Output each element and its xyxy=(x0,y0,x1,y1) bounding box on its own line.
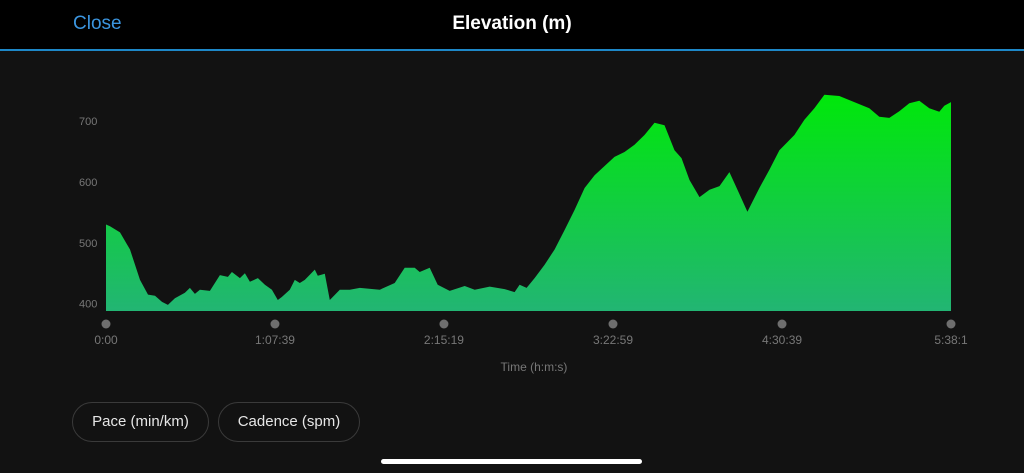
x-axis-label: Time (h:m:s) xyxy=(501,360,568,374)
x-tick-marker xyxy=(270,319,280,329)
x-tick-label: 1:07:39 xyxy=(255,333,295,347)
pace-button[interactable]: Pace (min/km) xyxy=(72,402,209,442)
x-tick-marker xyxy=(439,319,449,329)
x-tick-marker xyxy=(101,319,111,329)
y-tick-label: 600 xyxy=(79,177,97,189)
x-tick-marker xyxy=(946,319,956,329)
y-tick-label: 700 xyxy=(79,116,97,128)
x-tick-label: 4:30:39 xyxy=(762,333,802,347)
home-indicator[interactable] xyxy=(381,459,642,464)
y-tick-label: 400 xyxy=(79,299,97,311)
x-tick-label: 0:00 xyxy=(94,333,118,347)
top-bar: Close Elevation (m) xyxy=(0,0,1024,51)
x-tick-label: 3:22:59 xyxy=(593,333,633,347)
cadence-button[interactable]: Cadence (spm) xyxy=(218,402,360,442)
x-tick-label: 5:38:1 xyxy=(934,333,968,347)
elevation-area xyxy=(106,94,951,311)
page-title: Elevation (m) xyxy=(452,13,572,34)
close-button[interactable]: Close xyxy=(73,13,122,34)
x-tick-marker xyxy=(777,319,787,329)
x-tick-label: 2:15:19 xyxy=(424,333,464,347)
x-tick-marker xyxy=(608,319,618,329)
y-tick-label: 500 xyxy=(79,238,97,250)
